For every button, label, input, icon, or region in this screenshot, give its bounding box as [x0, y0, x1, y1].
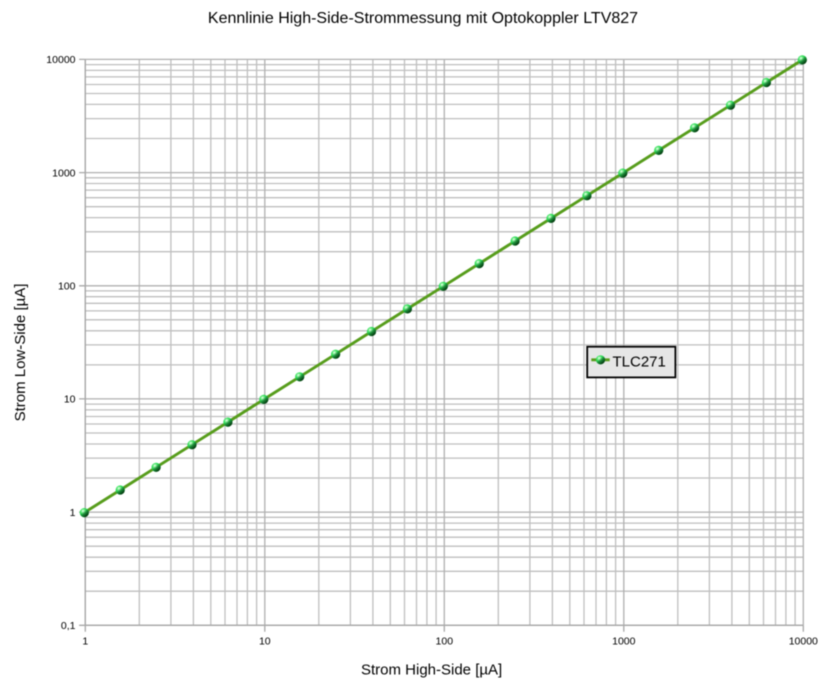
svg-text:Strom High-Side [µA]: Strom High-Side [µA] — [361, 661, 502, 678]
svg-text:1: 1 — [70, 507, 76, 519]
svg-text:100: 100 — [436, 636, 454, 648]
svg-text:10000: 10000 — [789, 636, 818, 648]
svg-text:0,1: 0,1 — [61, 620, 76, 632]
svg-text:10: 10 — [259, 636, 271, 648]
svg-text:1: 1 — [82, 636, 88, 648]
svg-text:1000: 1000 — [52, 167, 76, 179]
svg-text:TLC271: TLC271 — [613, 354, 666, 371]
svg-text:10000: 10000 — [46, 54, 75, 66]
svg-text:Kennlinie High-Side-Strommessu: Kennlinie High-Side-Strommessung mit Opt… — [208, 10, 638, 27]
svg-text:100: 100 — [58, 281, 76, 293]
svg-text:10: 10 — [64, 394, 76, 406]
svg-text:1000: 1000 — [612, 636, 636, 648]
svg-text:Strom Low-Side [µA]: Strom Low-Side [µA] — [12, 284, 29, 422]
